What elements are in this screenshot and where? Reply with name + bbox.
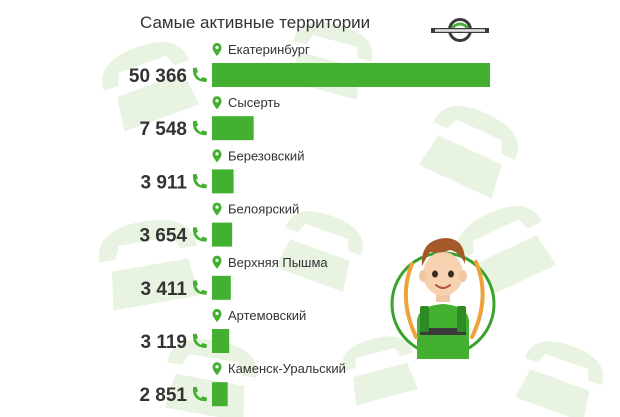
background-phone-shape [98,219,201,311]
bar [212,63,490,87]
location-pin-icon [212,149,222,163]
value-label: 3 911 [141,172,188,193]
background-phones [98,22,603,417]
location-pin-icon [212,96,222,110]
category-label: Екатеринбург [228,42,310,57]
boy-superhero-mascot [390,238,496,359]
value-label: 50 366 [129,66,187,87]
bar [212,169,234,194]
bar [212,329,230,353]
bar [212,222,233,247]
bar [212,382,228,407]
value-label: 3 654 [139,226,187,247]
telephone-circle-logo [431,18,489,42]
bar [212,275,231,300]
phone-icon [192,280,207,295]
value-label: 3 411 [141,279,188,300]
bar [212,116,254,141]
phone-icon [192,333,207,348]
phone-icon [192,120,207,136]
background-phone-shape [102,41,200,132]
value-label: 2 851 [139,385,187,406]
category-label: Каменск-Уральский [228,361,346,376]
value-label: 7 548 [139,119,187,140]
background-phone-shape [275,211,363,292]
category-label: Березовский [228,148,304,163]
background-phone-shape [164,338,257,417]
value-label: 3 119 [141,332,188,353]
category-label: Белоярский [228,202,299,217]
phone-icon [192,67,207,82]
location-pin-icon [212,202,222,216]
background-phone-shape [418,105,519,199]
bar-rows: Екатеринбург 50 366 Сысерть 7 548 Березовски… [129,42,490,407]
phone-icon [192,386,207,402]
background-phone-shape [342,336,419,406]
background-phone-shape [515,341,603,417]
location-pin-icon [212,309,222,322]
location-pin-icon [212,255,222,269]
phone-icon [192,227,207,242]
chart-title: Самые активные территории [140,13,371,32]
category-label: Сысерть [228,95,280,110]
location-pin-icon [212,43,222,56]
location-pin-icon [212,362,222,376]
phone-icon [192,173,207,189]
category-label: Верхняя Пышма [228,255,328,270]
category-label: Артемовский [228,308,306,323]
